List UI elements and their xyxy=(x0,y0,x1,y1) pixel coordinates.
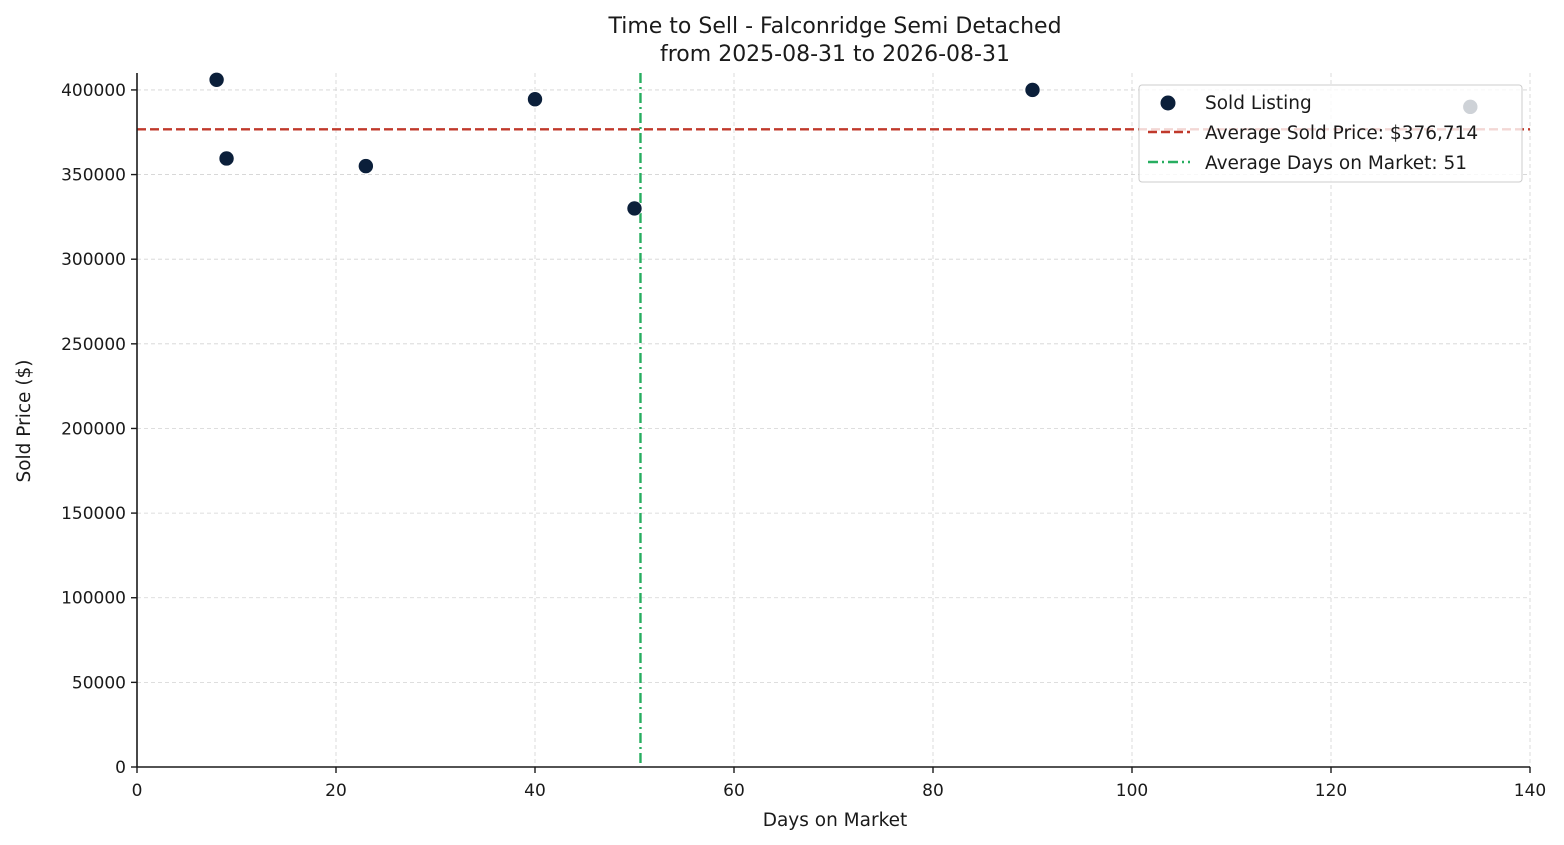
chart-title-line2: from 2025-08-31 to 2026-08-31 xyxy=(660,42,1010,67)
scatter-point xyxy=(358,158,374,174)
x-tick-label: 60 xyxy=(723,781,745,801)
legend-label-avg-price: Average Sold Price: $376,714 xyxy=(1205,123,1478,144)
y-tick-label: 0 xyxy=(115,758,126,778)
legend-label-sold-listing: Sold Listing xyxy=(1205,93,1312,114)
y-tick-label: 150000 xyxy=(61,504,126,524)
legend-marker-sold-listing xyxy=(1160,95,1176,111)
y-tick-label: 50000 xyxy=(72,673,126,693)
axes xyxy=(131,73,1531,773)
x-tick-label: 80 xyxy=(922,781,944,801)
scatter-point xyxy=(527,91,543,108)
x-axis-label: Days on Market xyxy=(763,810,908,831)
y-axis-label: Sold Price ($) xyxy=(14,359,35,482)
x-tick-label: 20 xyxy=(325,781,347,801)
legend-label-avg-days: Average Days on Market: 51 xyxy=(1205,153,1467,174)
tick-labels: 0 20 40 60 80 100 120 140 0 50000 100000 150000 2000… xyxy=(61,81,1546,801)
x-tick-label: 140 xyxy=(1514,781,1546,801)
y-tick-label: 100000 xyxy=(61,589,126,609)
x-tick-label: 120 xyxy=(1315,781,1347,801)
scatter-point xyxy=(218,150,235,167)
x-tick-label: 0 xyxy=(132,781,143,801)
chart-title-line1: Time to Sell - Falconridge Semi Detached xyxy=(607,14,1061,39)
scatter-point xyxy=(1024,82,1041,98)
y-tick-label: 300000 xyxy=(61,250,126,270)
y-tick-label: 400000 xyxy=(61,81,126,101)
legend: Sold Listing Average Sold Price: $376,71… xyxy=(1138,84,1523,183)
data-points xyxy=(208,71,1479,217)
x-tick-label: 100 xyxy=(1116,781,1148,801)
y-tick-label: 200000 xyxy=(61,419,126,439)
scatter-point xyxy=(626,200,643,217)
scatter-point xyxy=(208,71,225,88)
y-tick-label: 350000 xyxy=(61,166,126,186)
legend-box xyxy=(1138,84,1523,183)
x-tick-label: 40 xyxy=(524,781,546,801)
y-tick-label: 250000 xyxy=(61,335,126,355)
